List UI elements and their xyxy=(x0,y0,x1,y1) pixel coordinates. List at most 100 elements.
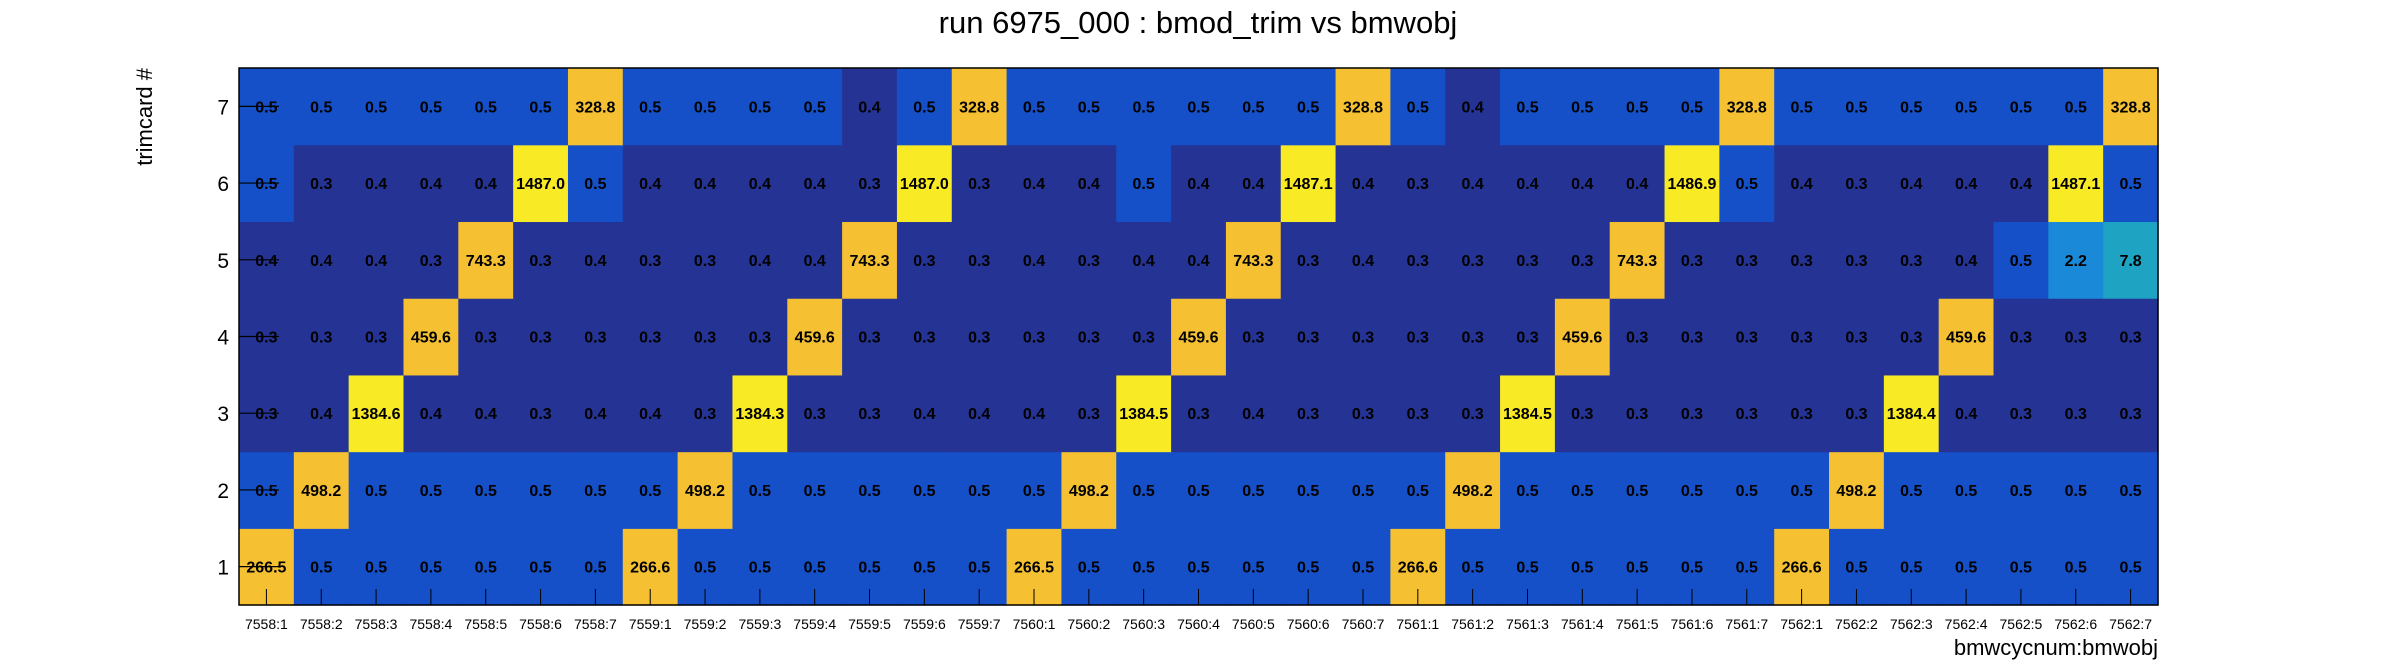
cell-value-label: 0.3 xyxy=(1900,253,1922,270)
heatmap-cell xyxy=(1883,298,1940,376)
x-tick-label: 7559:5 xyxy=(848,616,891,632)
cell-value-label: 328.8 xyxy=(1343,99,1383,116)
heatmap-cell xyxy=(293,144,350,223)
heatmap-cell xyxy=(1774,374,1830,453)
cell-value-label: 0.3 xyxy=(2010,330,2032,347)
cell-value-label: 0.3 xyxy=(1462,330,1484,347)
y-tick-label: 4 xyxy=(217,327,229,350)
heatmap-cell xyxy=(1719,221,1775,299)
cell-value-label: 0.5 xyxy=(2010,99,2032,116)
cell-value-label: 0.5 xyxy=(858,483,880,500)
cell-value-label: 0.4 xyxy=(804,176,826,193)
heatmap-cell xyxy=(787,451,843,529)
x-tick-label: 7558:3 xyxy=(355,616,398,632)
cell-value-label: 0.4 xyxy=(475,406,497,423)
heatmap-cell xyxy=(1993,68,2049,146)
x-tick-label: 7560:5 xyxy=(1232,616,1275,632)
heatmap-cell xyxy=(1664,374,1720,453)
heatmap-cell xyxy=(1664,298,1720,376)
heatmap-cell xyxy=(2103,298,2159,376)
heatmap-cell xyxy=(622,144,679,223)
cell-value-label: 0.4 xyxy=(310,406,332,423)
heatmap-cell xyxy=(732,221,788,299)
heatmap-cell xyxy=(1006,298,1063,376)
cell-value-label: 0.3 xyxy=(1790,253,1812,270)
cell-value-label: 0.5 xyxy=(913,560,935,577)
cell-value-label: 459.6 xyxy=(1178,330,1218,347)
heatmap-cell xyxy=(1445,451,1501,529)
heatmap-cell xyxy=(1993,298,2049,376)
cell-value-label: 0.5 xyxy=(694,99,716,116)
cell-value-label: 0.5 xyxy=(1352,483,1374,500)
heatmap-cell xyxy=(1829,298,1885,376)
cell-value-label: 0.3 xyxy=(913,330,935,347)
heatmap-cell xyxy=(293,374,350,453)
cell-value-label: 0.4 xyxy=(2010,176,2032,193)
cell-value-label: 0.3 xyxy=(1407,176,1429,193)
cell-value-label: 743.3 xyxy=(1233,253,1273,270)
heatmap-cell xyxy=(622,298,679,376)
cell-value-label: 0.4 xyxy=(1955,253,1977,270)
cell-value-label: 0.5 xyxy=(1242,560,1264,577)
cell-value-label: 0.3 xyxy=(804,406,826,423)
cell-value-label: 0.5 xyxy=(1297,483,1319,500)
heatmap-cell xyxy=(1390,298,1446,376)
heatmap-cell xyxy=(1664,144,1720,223)
heatmap-cell xyxy=(1225,374,1282,453)
heatmap-cell xyxy=(1500,374,1556,453)
heatmap-cell xyxy=(1993,374,2049,453)
cell-value-label: 0.5 xyxy=(420,483,442,500)
cell-value-label: 0.5 xyxy=(858,560,880,577)
x-tick-label: 7558:5 xyxy=(464,616,507,632)
cell-value-label: 0.3 xyxy=(1845,406,1867,423)
cell-value-label: 0.4 xyxy=(1571,176,1593,193)
heatmap-cell xyxy=(951,68,1008,146)
cell-value-label: 328.8 xyxy=(2111,99,2151,116)
cell-value-label: 0.5 xyxy=(2010,253,2032,270)
heatmap-cell xyxy=(1390,144,1446,223)
heatmap-cell xyxy=(348,298,405,376)
cell-value-label: 0.5 xyxy=(365,560,387,577)
cell-value-label: 0.3 xyxy=(1681,406,1703,423)
heatmap-cell xyxy=(1938,298,1995,376)
heatmap-cell xyxy=(1774,68,1830,146)
cell-value-label: 0.3 xyxy=(1407,406,1429,423)
cell-value-label: 0.5 xyxy=(1626,99,1648,116)
y-tick-label: 7 xyxy=(217,96,229,119)
heatmap-cell xyxy=(1554,298,1611,376)
heatmap-cell xyxy=(842,374,898,453)
heatmap-cell xyxy=(458,221,514,299)
cell-value-label: 0.5 xyxy=(804,99,826,116)
heatmap-cell xyxy=(513,144,569,223)
cell-value-label: 0.4 xyxy=(1352,253,1374,270)
cell-value-label: 0.5 xyxy=(255,176,277,193)
cell-value-label: 0.4 xyxy=(749,176,771,193)
heatmap-cell xyxy=(1171,68,1227,146)
cell-value-label: 0.3 xyxy=(1845,330,1867,347)
cell-value-label: 0.5 xyxy=(1571,560,1593,577)
x-tick-label: 7558:4 xyxy=(409,616,452,632)
heatmap-cell xyxy=(622,68,679,146)
heatmap-cell xyxy=(842,144,898,223)
heatmap-cell xyxy=(1225,68,1282,146)
cell-value-label: 0.4 xyxy=(475,176,497,193)
heatmap-cell xyxy=(677,144,734,223)
heatmap-cell xyxy=(1335,451,1391,529)
cell-value-label: 0.4 xyxy=(584,253,606,270)
heatmap-cell xyxy=(513,298,569,376)
x-tick-label: 7559:4 xyxy=(793,616,836,632)
x-axis-label: bmwcycnum:bmwobj xyxy=(1954,635,2158,660)
cell-value-label: 0.3 xyxy=(1736,406,1758,423)
x-tick-label: 7562:1 xyxy=(1780,616,1823,632)
cell-value-label: 498.2 xyxy=(1453,483,1493,500)
heatmap-cell xyxy=(1445,144,1501,223)
cell-value-label: 0.5 xyxy=(1407,99,1429,116)
heatmap-cell xyxy=(1829,451,1885,529)
heatmap-cell xyxy=(1664,451,1720,529)
cell-value-label: 0.3 xyxy=(1516,330,1538,347)
x-tick-label: 7561:2 xyxy=(1451,616,1494,632)
heatmap-cell xyxy=(1993,144,2049,223)
heatmap-cell xyxy=(1171,221,1227,299)
heatmap-cell xyxy=(1116,221,1172,299)
